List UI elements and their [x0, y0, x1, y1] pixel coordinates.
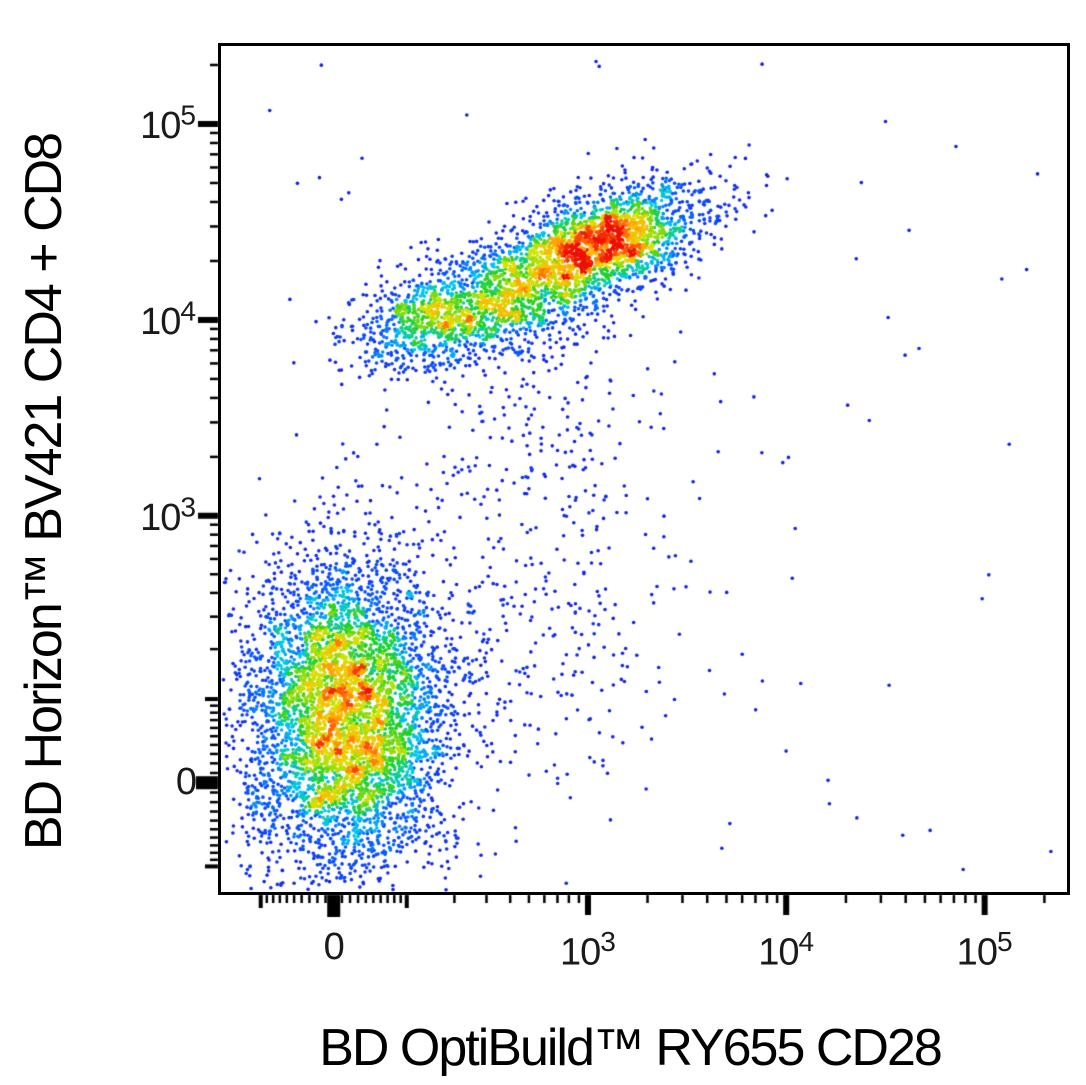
y-axis-label: BD Horizon™ BV421 CD4 + CD8 [15, 133, 73, 851]
x-tick-label: 105 [956, 926, 1013, 974]
x-tick-label: 0 [323, 926, 345, 968]
y-tick-label: 0 [175, 760, 197, 803]
x-tick-label: 103 [559, 926, 616, 974]
y-tick-label: 104 [140, 295, 196, 343]
x-axis-label: BD OptiBuild™ RY655 CD28 [319, 1019, 943, 1077]
y-tick-label: 103 [140, 491, 196, 539]
y-tick-label: 105 [140, 99, 196, 147]
x-tick-label: 104 [758, 926, 815, 974]
